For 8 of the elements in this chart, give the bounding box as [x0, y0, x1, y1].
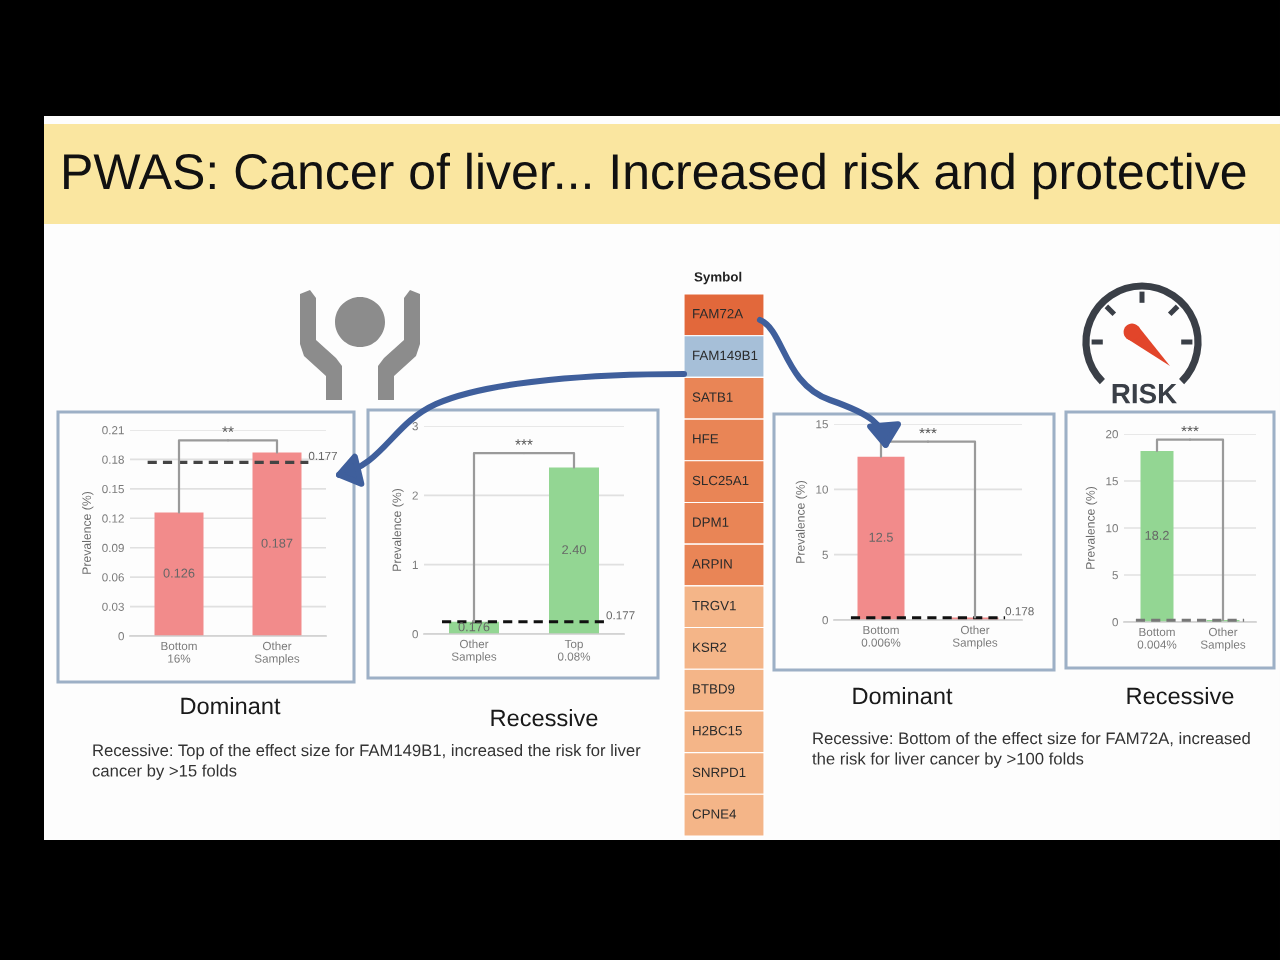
text: Recessive — [1127, 686, 1234, 705]
text: Dominant — [181, 696, 281, 715]
text: PWAS: Cancer of liver... Increased risk and protective — [64, 152, 1246, 200]
text: Recessive: Bottom of the effect size for FAM72A, increased the risk for liver cancer by >100 folds — [812, 732, 1250, 768]
text: Recessive: Top of the effect size for FAM149B1, increased the risk for liver cancer by >15 folds — [92, 744, 641, 780]
text: Dominant — [853, 686, 953, 705]
text: Recessive — [491, 708, 598, 727]
text: RISK — [1112, 383, 1177, 404]
